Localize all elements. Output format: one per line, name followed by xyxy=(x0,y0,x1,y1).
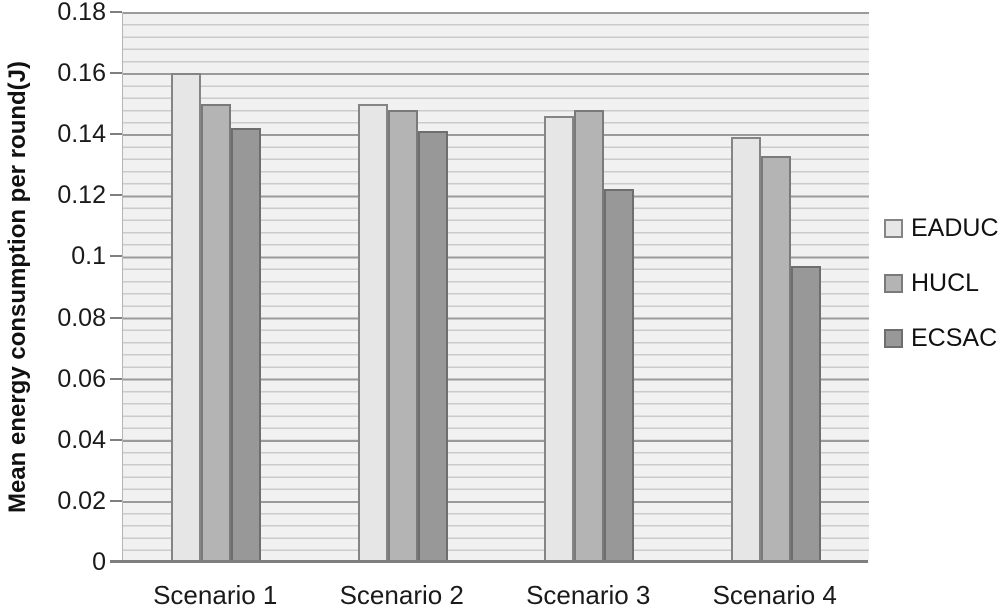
y-tick-mark xyxy=(110,194,122,197)
y-tick-label: 0.16 xyxy=(57,59,106,88)
legend-swatch-ecsac xyxy=(884,328,903,348)
y-axis-title: Mean energy consumption per round(J) xyxy=(4,60,31,514)
plot-area xyxy=(122,12,869,562)
y-tick-label: 0.02 xyxy=(57,486,106,515)
y-tick-label: 0.18 xyxy=(57,0,106,26)
legend-swatch-eaduc xyxy=(884,218,903,238)
y-tick-mark xyxy=(110,316,122,319)
legend: EADUC HUCL ECSAC xyxy=(884,214,999,352)
bar-eaduc-scenario-2 xyxy=(357,103,388,562)
bar-hucl-scenario-1 xyxy=(201,103,232,562)
bar-ecsac-scenario-1 xyxy=(231,128,262,562)
x-category-label: Scenario 1 xyxy=(153,580,278,610)
legend-label-ecsac: ECSAC xyxy=(911,324,998,352)
y-tick-label: 0.12 xyxy=(57,181,106,210)
legend-swatch-hucl xyxy=(884,273,903,293)
bar-eaduc-scenario-4 xyxy=(730,137,761,562)
y-tick-label: 0 xyxy=(92,548,106,576)
y-tick-mark xyxy=(110,133,122,136)
legend-label-hucl: HUCL xyxy=(911,269,980,297)
x-category-label: Scenario 2 xyxy=(339,580,464,610)
y-tick-mark xyxy=(110,255,122,258)
legend-label-eaduc: EADUC xyxy=(911,214,999,242)
bar-eaduc-scenario-3 xyxy=(544,115,575,562)
bar-ecsac-scenario-3 xyxy=(604,189,635,562)
y-tick-mark xyxy=(110,377,122,380)
legend-item-hucl: HUCL xyxy=(884,269,999,297)
x-category-label: Scenario 4 xyxy=(712,580,837,610)
y-tick-mark xyxy=(110,438,122,441)
legend-item-ecsac: ECSAC xyxy=(884,324,999,352)
y-tick-label: 0.1 xyxy=(71,242,106,271)
y-tick-label: 0.14 xyxy=(57,120,106,149)
bar-hucl-scenario-2 xyxy=(387,109,418,562)
bar-ecsac-scenario-4 xyxy=(790,265,821,562)
y-tick-label: 0.08 xyxy=(57,303,106,332)
y-tick-mark xyxy=(110,72,122,75)
legend-item-eaduc: EADUC xyxy=(884,214,999,242)
x-category-label: Scenario 3 xyxy=(526,580,651,610)
bar-hucl-scenario-4 xyxy=(760,155,791,562)
bar-hucl-scenario-3 xyxy=(574,109,605,562)
bar-eaduc-scenario-1 xyxy=(171,73,202,562)
y-tick-label: 0.06 xyxy=(57,364,106,393)
y-tick-mark xyxy=(110,499,122,502)
x-axis-line xyxy=(110,560,868,563)
bar-ecsac-scenario-2 xyxy=(417,131,448,562)
y-tick-label: 0.04 xyxy=(57,425,106,454)
y-tick-mark xyxy=(110,11,122,13)
